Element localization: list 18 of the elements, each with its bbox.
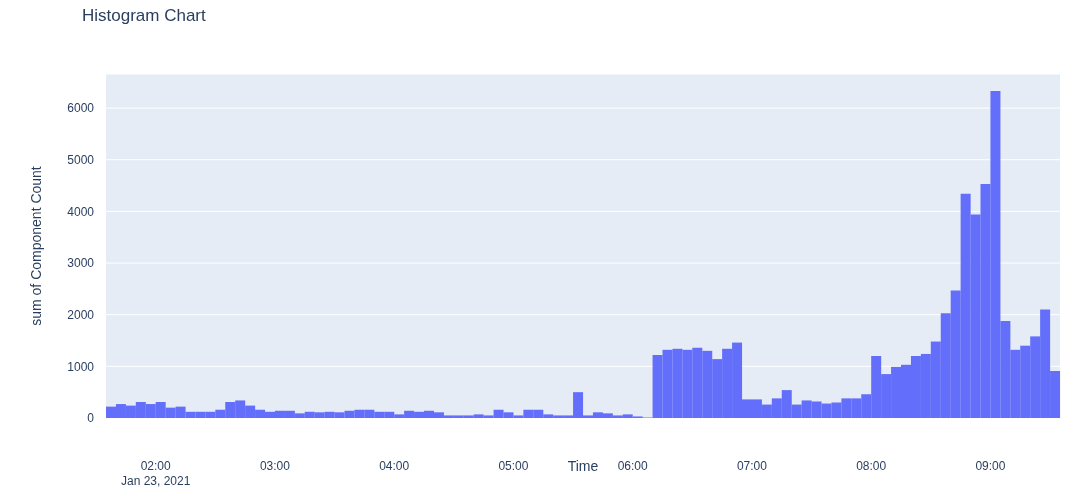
chart-title: Histogram Chart — [82, 6, 206, 26]
y-tick-label: 6000 — [67, 101, 95, 116]
x-tick-label: 09:00 — [975, 459, 1006, 473]
y-tick-label: 0 — [87, 411, 95, 426]
x-tick-label: 04:00 — [379, 459, 410, 473]
x-tick-label: 08:00 — [856, 459, 887, 473]
y-tick-label: 2000 — [67, 307, 95, 322]
x-tick-label: 02:00 Jan 23, 2021 — [120, 459, 191, 488]
y-tick-label: 1000 — [67, 359, 95, 374]
y-axis-title: sum of Component Count — [27, 166, 44, 326]
x-tick-label: 05:00 — [498, 459, 529, 473]
x-axis-title: Time — [567, 458, 599, 474]
x-tick-label: 07:00 — [736, 459, 768, 473]
y-tick-label: 5000 — [67, 153, 95, 167]
y-tick-label: 4000 — [67, 204, 95, 219]
x-tick-label: 03:00 — [259, 459, 291, 473]
x-tick-label: 06:00 — [617, 459, 649, 473]
y-tick-label: 3000 — [67, 256, 95, 271]
